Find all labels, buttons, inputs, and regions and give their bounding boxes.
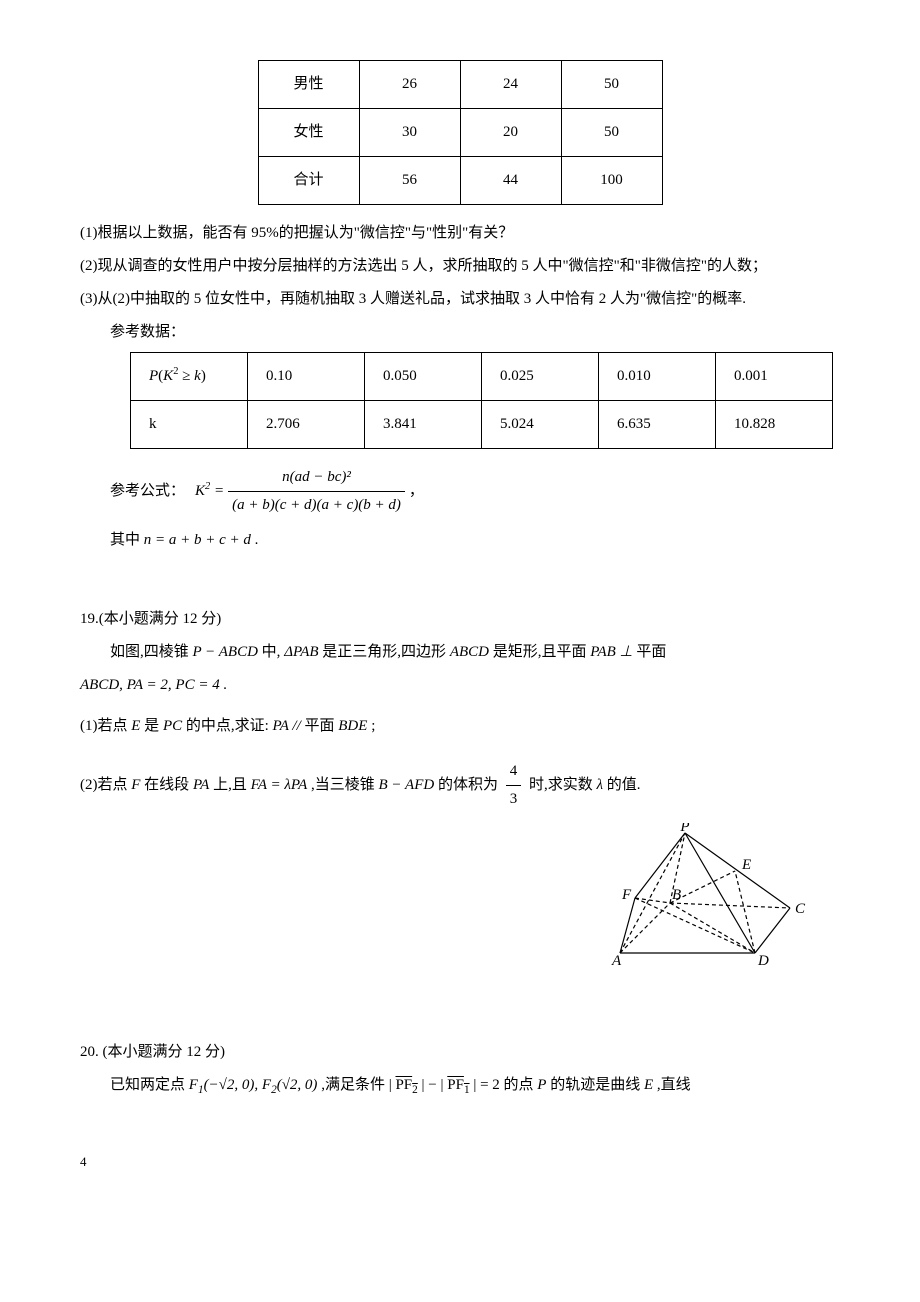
q19-part1: (1)若点 E 是 PC 的中点,求证: PA // 平面 BDE ; <box>80 713 840 740</box>
page-number: 4 <box>80 1150 840 1173</box>
table-row: 男性 26 24 50 <box>258 61 662 109</box>
cell: 0.10 <box>248 353 365 401</box>
cell: 2.706 <box>248 401 365 449</box>
cell: 10.828 <box>716 401 833 449</box>
cell: 5.024 <box>482 401 599 449</box>
cell: 0.050 <box>365 353 482 401</box>
k2-lhs: K2 = <box>195 478 224 505</box>
table-row: k 2.706 3.841 5.024 6.635 10.828 <box>131 401 833 449</box>
cell: 0.010 <box>599 353 716 401</box>
table-row: 女性 30 20 50 <box>258 109 662 157</box>
cell: 3.841 <box>365 401 482 449</box>
k2-denominator: (a + b)(c + d)(a + c)(b + d) <box>228 492 405 519</box>
contingency-table: 男性 26 24 50 女性 30 20 50 合计 56 44 100 <box>258 60 663 205</box>
cell: 0.001 <box>716 353 833 401</box>
q19-line1: 如图,四棱锥 P − ABCD 中, ΔPAB 是正三角形,四边形 ABCD 是… <box>80 639 840 666</box>
reference-formula: 参考公式： K2 = n(ad − bc)² (a + b)(c + d)(a … <box>80 464 840 519</box>
cell: k <box>131 401 248 449</box>
cell: 合计 <box>258 157 359 205</box>
pyramid-svg: P E C D A F B <box>600 823 810 973</box>
question-19-header: 19.(本小题满分 12 分) <box>80 606 840 633</box>
volume-fraction: 43 <box>506 758 522 813</box>
label-F: F <box>621 887 632 903</box>
pyramid-figure: P E C D A F B <box>80 823 810 983</box>
cell: 男性 <box>258 61 359 109</box>
table-row: P(K2 ≥ k) 0.10 0.050 0.025 0.010 0.001 <box>131 353 833 401</box>
k2-numerator: n(ad − bc)² <box>228 464 405 492</box>
label-P: P <box>679 823 689 835</box>
cell: 女性 <box>258 109 359 157</box>
label-D: D <box>757 953 769 969</box>
where-n: 其中 n = a + b + c + d . <box>110 527 840 554</box>
cell: 24 <box>460 61 561 109</box>
question-part-3: (3)从(2)中抽取的 5 位女性中，再随机抽取 3 人赠送礼品，试求抽取 3 … <box>80 286 840 313</box>
question-part-1: (1)根据以上数据，能否有 95%的把握认为"微信控"与"性别"有关？ <box>80 220 840 247</box>
label-C: C <box>795 901 806 917</box>
q19-line2: ABCD, PA = 2, PC = 4 . <box>80 672 840 699</box>
cell: 20 <box>460 109 561 157</box>
q20-body: 已知两定点 F1(−√2, 0), F2(√2, 0) ,满足条件 | PF2 … <box>80 1072 840 1100</box>
table-row: 合计 56 44 100 <box>258 157 662 205</box>
cell: 0.025 <box>482 353 599 401</box>
cell: 56 <box>359 157 460 205</box>
q19-part2: (2)若点 F 在线段 PA 上,且 FA = λPA ,当三棱锥 B − AF… <box>80 758 840 813</box>
cell: 6.635 <box>599 401 716 449</box>
label-E: E <box>741 857 751 873</box>
cell: 50 <box>561 109 662 157</box>
cell: 30 <box>359 109 460 157</box>
cell: 50 <box>561 61 662 109</box>
reference-data-label: 参考数据： <box>80 319 840 346</box>
question-part-2: (2)现从调查的女性用户中按分层抽样的方法选出 5 人，求所抽取的 5 人中"微… <box>80 253 840 280</box>
cell: 100 <box>561 157 662 205</box>
p-value-table: P(K2 ≥ k) 0.10 0.050 0.025 0.010 0.001 k… <box>130 352 833 449</box>
label-B: B <box>672 887 681 903</box>
cell: 44 <box>460 157 561 205</box>
formula-label: 参考公式： <box>110 478 185 505</box>
cell: 26 <box>359 61 460 109</box>
label-A: A <box>611 953 622 969</box>
k2-fraction: n(ad − bc)² (a + b)(c + d)(a + c)(b + d) <box>228 464 405 519</box>
cell: P(K2 ≥ k) <box>131 353 248 401</box>
question-20-header: 20. (本小题满分 12 分) <box>80 1039 840 1066</box>
comma: ， <box>409 478 424 505</box>
